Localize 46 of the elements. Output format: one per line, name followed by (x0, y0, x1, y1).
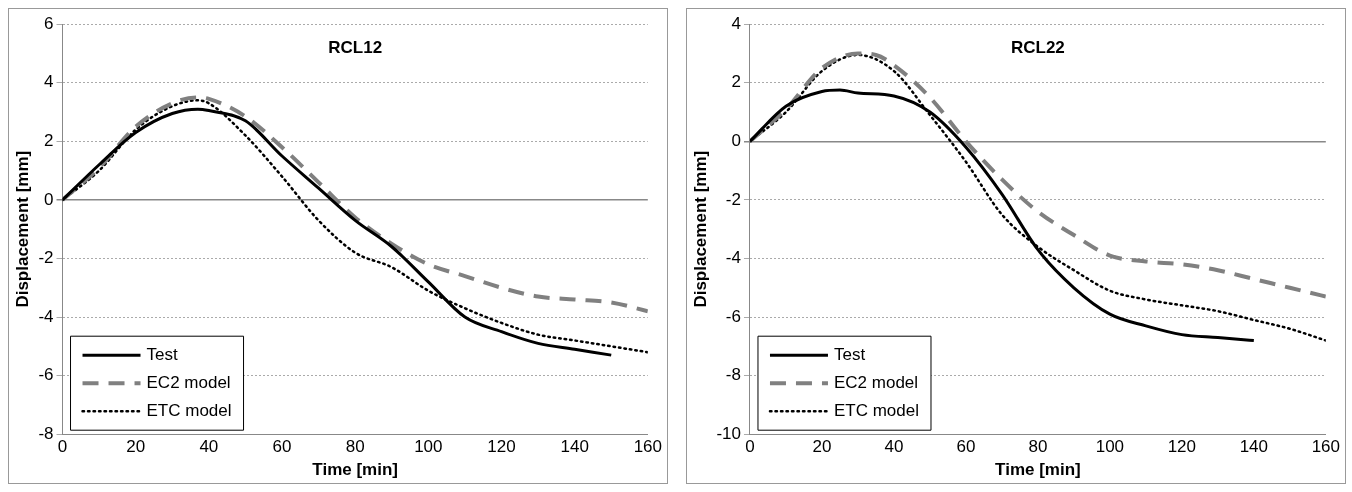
legend-label: ETC model (833, 400, 919, 420)
x-tick-label: 80 (1028, 437, 1048, 457)
y-tick-label: -4 (725, 248, 741, 268)
y-axis-title: Displacement [mm] (12, 150, 32, 308)
legend-label: EC2 model (146, 372, 231, 392)
x-tick-label: 60 (272, 437, 292, 457)
y-tick-label: -4 (38, 306, 54, 326)
x-tick-label: 120 (487, 437, 516, 457)
x-tick-label: 80 (345, 437, 365, 457)
y-tick-label: 2 (731, 72, 741, 92)
legend-label: EC2 model (833, 372, 919, 392)
x-axis-title: Time [min] (995, 460, 1081, 480)
x-tick-label: 20 (126, 437, 146, 457)
y-tick-label: -6 (38, 365, 54, 385)
y-tick-label: 6 (44, 13, 54, 33)
y-tick-label: -8 (38, 423, 54, 443)
x-tick-label: 20 (812, 437, 832, 457)
y-axis-title: Displacement [mm] (690, 150, 710, 308)
y-tick-label: 2 (44, 131, 54, 151)
x-tick-label: 60 (956, 437, 976, 457)
x-tick-label: 100 (1095, 437, 1125, 457)
x-tick-label: 160 (633, 437, 663, 457)
legend-label: Test (146, 344, 178, 364)
x-tick-label: 0 (57, 437, 68, 457)
x-tick-label: 160 (1311, 437, 1341, 457)
y-tick-label: 4 (731, 13, 741, 33)
y-tick-label: -8 (725, 365, 741, 385)
text: RCL12 (328, 38, 383, 58)
y-tick-label: 0 (731, 131, 741, 151)
x-axis-title: Time [min] (312, 460, 398, 480)
x-tick-label: 40 (199, 437, 219, 457)
y-tick-label: -2 (725, 189, 741, 209)
x-tick-label: 40 (884, 437, 904, 457)
x-tick-label: 140 (1239, 437, 1269, 457)
y-tick-label: -2 (38, 248, 54, 268)
x-tick-label: 120 (1167, 437, 1197, 457)
y-tick-label: 0 (44, 189, 54, 209)
y-tick-label: -10 (716, 423, 741, 443)
y-tick-label: -6 (725, 306, 741, 326)
legend-label: ETC model (146, 400, 232, 420)
x-tick-label: 140 (560, 437, 589, 457)
x-tick-label: 0 (745, 437, 755, 457)
legend-label: Test (833, 344, 866, 364)
x-tick-label: 100 (414, 437, 443, 457)
y-tick-label: 4 (44, 72, 54, 92)
text: RCL22 (1010, 38, 1065, 58)
